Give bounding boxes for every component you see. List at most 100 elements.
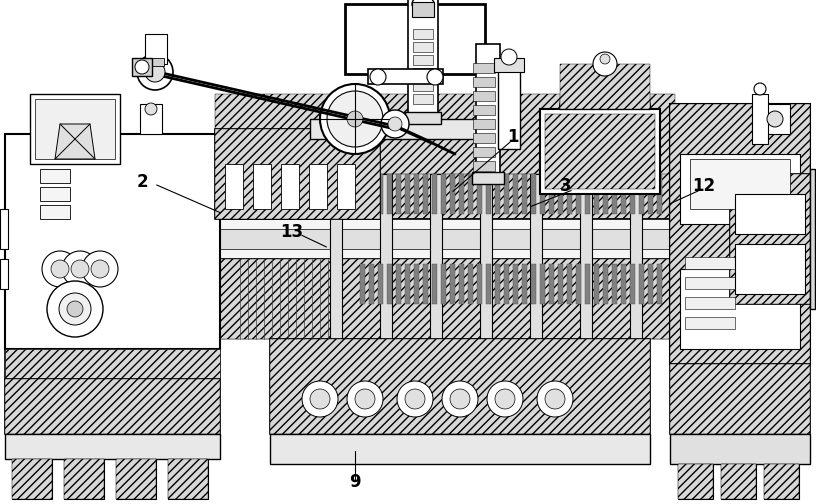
Bar <box>730 174 810 304</box>
Bar <box>576 264 581 304</box>
Circle shape <box>487 381 523 417</box>
Bar <box>12 459 52 499</box>
Bar <box>603 174 608 214</box>
Bar <box>531 174 536 214</box>
Bar <box>585 264 590 304</box>
Bar <box>603 264 608 304</box>
Bar <box>378 264 383 304</box>
Bar <box>12 459 52 499</box>
Bar <box>473 147 495 157</box>
Bar <box>612 174 617 214</box>
Bar <box>132 58 152 76</box>
Bar <box>413 55 433 65</box>
Bar <box>459 174 464 214</box>
Bar <box>215 94 675 174</box>
Bar <box>414 264 419 304</box>
Circle shape <box>355 389 375 409</box>
Bar <box>468 264 473 304</box>
Bar <box>5 134 805 219</box>
Bar <box>480 174 492 339</box>
Bar <box>0 259 8 289</box>
Circle shape <box>397 381 433 417</box>
Bar <box>621 264 626 304</box>
Bar <box>423 174 428 214</box>
Circle shape <box>545 389 565 409</box>
Circle shape <box>537 381 573 417</box>
Circle shape <box>82 251 118 287</box>
Bar <box>64 459 104 499</box>
Bar <box>405 112 441 124</box>
Circle shape <box>501 49 517 65</box>
Bar <box>594 174 599 214</box>
Bar <box>270 434 650 464</box>
Bar <box>630 264 635 304</box>
Bar <box>369 174 374 214</box>
Circle shape <box>495 389 515 409</box>
Bar <box>549 174 554 214</box>
Bar <box>5 379 220 434</box>
Bar <box>116 459 156 499</box>
Bar <box>450 174 455 214</box>
Bar <box>345 4 485 74</box>
Bar <box>735 244 805 294</box>
Bar <box>148 58 164 66</box>
Bar <box>760 104 790 134</box>
Bar <box>639 174 644 214</box>
Bar <box>369 264 374 304</box>
Bar <box>168 459 208 499</box>
Circle shape <box>327 91 383 147</box>
Bar <box>405 264 410 304</box>
Bar <box>504 174 509 214</box>
Circle shape <box>370 69 386 85</box>
Bar <box>459 264 464 304</box>
Text: 9: 9 <box>349 473 361 491</box>
Bar <box>145 34 167 64</box>
Bar <box>560 64 650 109</box>
Bar <box>413 81 433 91</box>
Bar <box>0 209 8 249</box>
Bar <box>494 58 524 72</box>
Bar <box>670 104 810 364</box>
Circle shape <box>135 60 149 74</box>
Bar <box>468 174 473 214</box>
Bar <box>473 161 495 171</box>
Bar <box>450 264 455 304</box>
Bar <box>413 94 433 104</box>
Bar <box>680 269 800 349</box>
Bar <box>648 174 653 214</box>
Bar <box>432 264 437 304</box>
Text: 3: 3 <box>560 177 571 196</box>
Circle shape <box>51 260 69 278</box>
Bar <box>5 379 220 434</box>
Bar <box>473 105 495 115</box>
Bar <box>530 174 542 339</box>
Circle shape <box>310 389 330 409</box>
Bar <box>685 317 735 329</box>
Circle shape <box>450 389 470 409</box>
Bar <box>430 174 442 339</box>
Bar <box>752 94 768 144</box>
Bar <box>558 264 563 304</box>
Circle shape <box>442 381 478 417</box>
Bar <box>545 114 655 189</box>
Bar <box>40 169 70 183</box>
Circle shape <box>593 52 617 76</box>
Bar <box>310 119 490 139</box>
Bar <box>513 174 518 214</box>
Bar <box>567 174 572 214</box>
Bar <box>281 164 299 209</box>
Bar <box>413 42 433 52</box>
Circle shape <box>67 301 83 317</box>
Circle shape <box>47 281 103 337</box>
Bar <box>486 174 491 214</box>
Circle shape <box>388 117 402 131</box>
Bar <box>413 68 433 78</box>
Bar <box>680 154 800 224</box>
Bar <box>549 264 554 304</box>
Bar <box>670 434 810 464</box>
Bar <box>670 364 810 434</box>
Bar <box>685 257 735 269</box>
Circle shape <box>754 83 766 95</box>
Bar <box>360 264 365 304</box>
Bar <box>473 133 495 143</box>
